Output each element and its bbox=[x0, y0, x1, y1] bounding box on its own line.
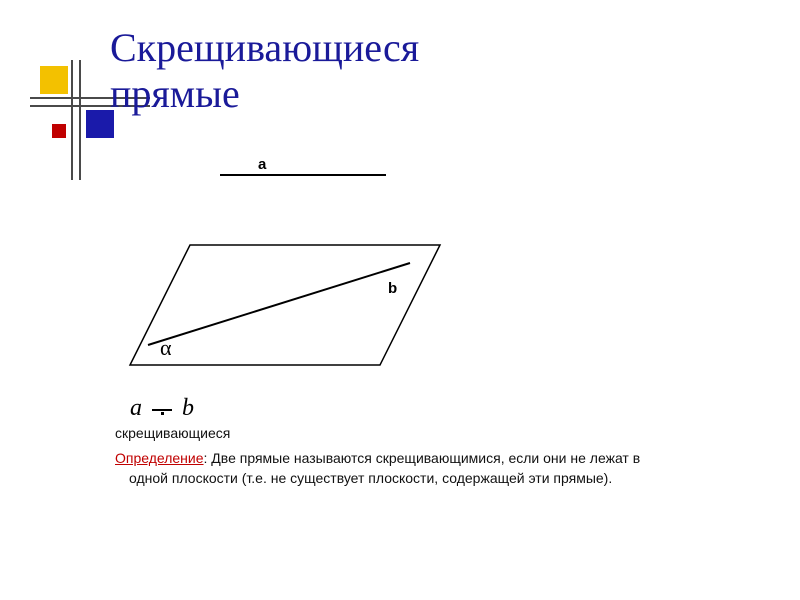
title-line-2: прямые bbox=[110, 71, 240, 116]
title-line-1: Скрещивающиеся bbox=[110, 25, 419, 70]
label-b: b bbox=[388, 280, 397, 297]
diagram: a α b bbox=[110, 145, 470, 400]
slide-title: Скрещивающиеся прямые bbox=[110, 25, 419, 117]
definition-label: Определение bbox=[115, 450, 204, 466]
definition-paragraph: Определение: Две прямые называются скрещ… bbox=[115, 448, 770, 489]
line-b bbox=[148, 263, 410, 345]
skew-notation: a b bbox=[130, 395, 194, 422]
definition-text-2: одной плоскости (т.е. не существует плос… bbox=[129, 470, 612, 486]
definition-text-1: : Две прямые называются скрещивающимися,… bbox=[204, 450, 641, 466]
subtext: скрещивающиеся bbox=[115, 425, 230, 441]
label-a: a bbox=[258, 156, 267, 173]
plane-alpha bbox=[130, 245, 440, 365]
skew-symbol-icon bbox=[152, 409, 172, 415]
notation-a: a bbox=[130, 395, 142, 421]
notation-b: b bbox=[182, 395, 194, 421]
